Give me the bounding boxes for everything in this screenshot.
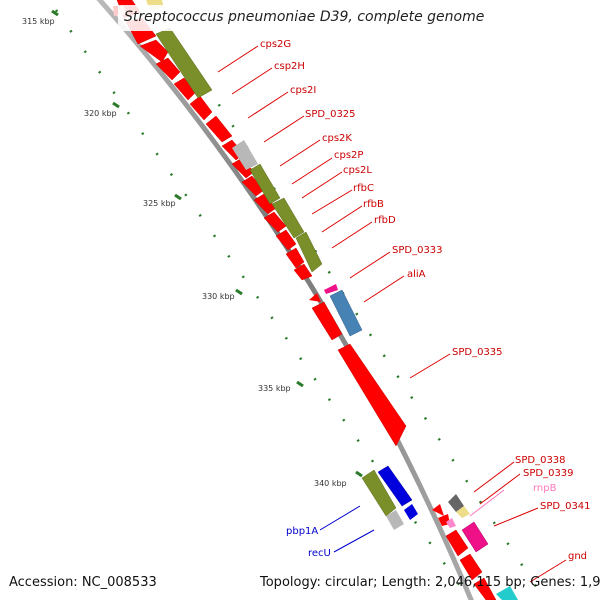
gene-label: cps2P bbox=[334, 150, 363, 161]
title-background bbox=[118, 5, 478, 31]
gene-label: aliA bbox=[407, 269, 426, 280]
gene-feature bbox=[329, 289, 363, 337]
gene-feature bbox=[361, 469, 397, 517]
gene-feature bbox=[386, 510, 404, 530]
gene-label: pbp1A bbox=[286, 526, 318, 537]
gene-label: csp2H bbox=[274, 61, 305, 72]
gene-feature bbox=[249, 163, 281, 205]
label-leader bbox=[333, 529, 375, 553]
scale-tick bbox=[296, 380, 304, 388]
label-leader bbox=[311, 189, 353, 215]
gene-label: cps2L bbox=[343, 165, 372, 176]
reverse-strand-features bbox=[113, 0, 497, 600]
gene-label: recU bbox=[308, 548, 331, 559]
label-leader bbox=[319, 505, 361, 531]
gene-feature bbox=[461, 521, 489, 553]
scale-tick bbox=[112, 101, 120, 109]
scale-label: 320 kbp bbox=[84, 109, 117, 118]
cds-feature bbox=[205, 115, 233, 143]
gene-label: SPD_0338 bbox=[515, 455, 566, 466]
gene-label: SPD_0333 bbox=[392, 245, 443, 256]
gene-feature bbox=[295, 231, 323, 273]
cds-feature bbox=[337, 343, 407, 447]
gene-feature bbox=[456, 506, 470, 518]
label-leader bbox=[217, 45, 259, 73]
scale-tick bbox=[355, 470, 363, 478]
gene-feature bbox=[324, 284, 338, 294]
accession-text: Accession: NC_008533 bbox=[9, 575, 157, 590]
gene-label: rfbB bbox=[363, 199, 384, 210]
map-title: Streptococcus pneumoniae D39, complete g… bbox=[124, 9, 485, 25]
gene-feature bbox=[271, 197, 305, 239]
cds-feature bbox=[155, 57, 181, 81]
gene-label: cps2I bbox=[290, 85, 316, 96]
cds-feature bbox=[275, 229, 297, 251]
gene-feature bbox=[448, 494, 464, 512]
scale-label: 335 kbp bbox=[258, 384, 291, 393]
label-leader bbox=[409, 353, 451, 379]
scale-label: 325 kbp bbox=[143, 199, 176, 208]
label-leader bbox=[479, 473, 521, 505]
gene-label: rfbC bbox=[353, 183, 374, 194]
cds-feature bbox=[309, 293, 321, 302]
scale-label: 330 kbp bbox=[202, 292, 235, 301]
label-leader bbox=[263, 115, 305, 143]
label-leaders bbox=[217, 45, 567, 583]
gene-label: cps2K bbox=[322, 133, 352, 144]
cds-feature bbox=[311, 301, 343, 341]
genome-summary: Topology: circular; Length: 2,046,115 bp… bbox=[260, 575, 600, 590]
gene-label: SPD_0335 bbox=[452, 347, 503, 358]
cds-feature bbox=[432, 504, 444, 516]
label-leader bbox=[349, 251, 391, 279]
scale-labels: 315 kbp 320 kbp 325 kbp 330 kbp 335 kbp … bbox=[22, 17, 347, 488]
scale-tick bbox=[51, 9, 59, 17]
gene-feature bbox=[377, 465, 413, 507]
gene-feature bbox=[446, 518, 456, 528]
scale-label: 340 kbp bbox=[314, 479, 347, 488]
gene-feature bbox=[404, 504, 418, 520]
genome-backbone bbox=[96, 0, 474, 600]
cds-feature bbox=[285, 247, 305, 269]
gene-label: rfbD bbox=[374, 215, 396, 226]
label-leader bbox=[473, 461, 515, 493]
cds-feature bbox=[445, 529, 469, 557]
cds-feature bbox=[293, 263, 313, 281]
label-leader bbox=[321, 205, 363, 233]
label-leader bbox=[247, 91, 289, 119]
label-leader bbox=[231, 67, 273, 95]
gene-label: SPD_0339 bbox=[523, 468, 574, 479]
scale-label: 315 kbp bbox=[22, 17, 55, 26]
label-leader bbox=[529, 559, 567, 583]
gene-labels: cps2G csp2H cps2I SPD_0325 cps2K cps2P c… bbox=[260, 39, 591, 562]
label-leader bbox=[291, 157, 333, 185]
gene-feature bbox=[496, 586, 518, 600]
scale-tick bbox=[174, 193, 182, 201]
label-leader bbox=[301, 171, 343, 199]
gene-label: rnpB bbox=[533, 483, 557, 494]
cds-feature bbox=[189, 95, 213, 121]
label-leader bbox=[279, 139, 321, 167]
cds-feature bbox=[473, 577, 497, 600]
label-leader bbox=[493, 507, 539, 527]
scale-tick bbox=[235, 288, 243, 296]
gene-label: SPD_0341 bbox=[540, 501, 591, 512]
gene-label: cps2G bbox=[260, 39, 291, 50]
label-leader bbox=[331, 221, 373, 249]
label-leader bbox=[469, 489, 505, 517]
gene-label: gnd bbox=[568, 551, 587, 562]
gene-feature bbox=[232, 140, 258, 170]
scale-ticks bbox=[51, 9, 363, 478]
label-leader bbox=[363, 275, 405, 303]
gene-label: SPD_0325 bbox=[305, 109, 356, 120]
cds-feature bbox=[459, 553, 483, 581]
